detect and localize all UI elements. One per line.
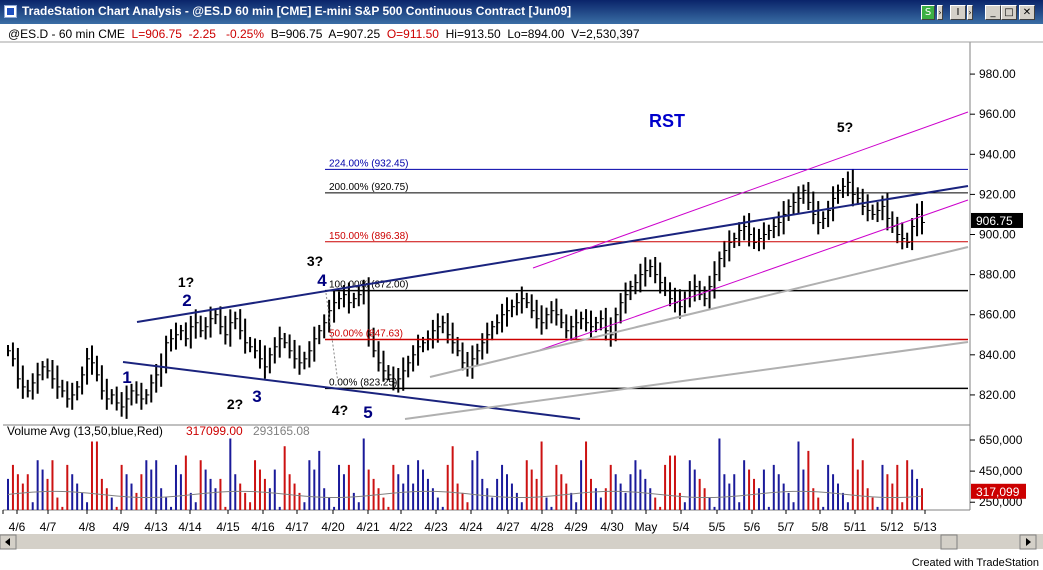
quote-info-bar: @ES.D - 60 min CME L=906.75 -2.25 -0.25%… (8, 27, 640, 41)
date-label: 4/28 (530, 520, 554, 534)
date-label: 5/13 (913, 520, 937, 534)
date-label: 4/14 (178, 520, 202, 534)
date-label: 4/23 (424, 520, 448, 534)
footer-credit: Created with TradeStation (911, 557, 1039, 569)
price-tick-label: 900.00 (979, 228, 1016, 242)
symbol-label: @ES.D - 60 min CME (8, 27, 125, 41)
title-bar: TradeStation Chart Analysis - @ES.D 60 m… (0, 0, 1043, 24)
price-tick-label: 840.00 (979, 348, 1016, 362)
annotation-label: RST (649, 111, 685, 131)
price-tick-label: 940.00 (979, 147, 1016, 161)
wave-label: 3 (252, 387, 261, 406)
gray-trendline (429, 246, 969, 378)
volume-last-marker (971, 483, 1026, 499)
date-label: 5/6 (744, 520, 761, 534)
price-tick-label: 980.00 (979, 67, 1016, 81)
small-chevron-icon[interactable]: › (967, 5, 973, 20)
wave-label: 4 (317, 271, 327, 290)
low-price: Lo=894.00 (507, 27, 565, 41)
maximize-button[interactable]: □ (1001, 5, 1017, 20)
small-chevron-icon[interactable]: › (937, 5, 943, 20)
scroll-right-icon[interactable] (1026, 538, 1031, 546)
date-label: May (635, 520, 658, 534)
open-price: O=911.50 (386, 27, 439, 41)
window-title: TradeStation Chart Analysis - @ES.D 60 m… (22, 4, 572, 18)
bid-price: B=906.75 (270, 27, 323, 41)
date-label: 4/15 (216, 520, 240, 534)
volume-average-line (7, 490, 923, 499)
price-tick-label: 960.00 (979, 107, 1016, 121)
date-label: 5/5 (709, 520, 726, 534)
date-label: 4/17 (285, 520, 309, 534)
date-label: 4/29 (564, 520, 588, 534)
fib-level-label: 224.00% (932.45) (329, 158, 409, 169)
ask-price: A=907.25 (328, 27, 381, 41)
app-icon (4, 5, 17, 18)
wave-label: 3? (307, 253, 323, 269)
date-label: 4/24 (459, 520, 483, 534)
strategy-toggle-button[interactable]: S (921, 5, 935, 20)
wave-label: 2 (182, 291, 191, 310)
channel-lower-line (539, 199, 969, 351)
date-label: 5/4 (673, 520, 690, 534)
price-tick-label: 880.00 (979, 268, 1016, 282)
volume-last-label: 317,099 (976, 485, 1020, 499)
close-button[interactable]: ✕ (1019, 5, 1035, 20)
wave-label: 1? (178, 274, 194, 290)
date-label: 4/16 (251, 520, 275, 534)
fib-level-label: 100.00% (872.00) (329, 280, 409, 291)
date-label: 4/21 (356, 520, 380, 534)
date-label: 5/11 (844, 520, 867, 534)
last-price: L=906.75 (131, 27, 182, 41)
price-tick-label: 860.00 (979, 308, 1016, 322)
volume-tick-label: 450,000 (979, 464, 1023, 478)
scroll-thumb[interactable] (940, 534, 958, 550)
date-label: 4/13 (144, 520, 168, 534)
fib-anchor-line (325, 292, 339, 384)
date-label: 4/22 (389, 520, 413, 534)
upper-trendline (136, 185, 969, 323)
horizontal-scrollbar[interactable] (0, 534, 1043, 549)
wave-label: 5? (837, 119, 853, 135)
volume-total: V=2,530,397 (571, 27, 640, 41)
date-label: 4/9 (113, 520, 130, 534)
channel-upper-line (532, 111, 969, 269)
date-label: 4/20 (321, 520, 345, 534)
wave-label: 2? (227, 396, 243, 412)
fib-level-label: 0.00% (823.25) (329, 377, 397, 388)
wave-label: 1 (122, 368, 131, 387)
plot-area (3, 42, 970, 510)
fib-level-label: 200.00% (920.75) (329, 182, 409, 193)
wave-label: 4? (332, 402, 348, 418)
volume-value: 317099.00 (186, 424, 243, 438)
date-label: 4/27 (496, 520, 520, 534)
scroll-left-icon[interactable] (5, 538, 10, 546)
date-label: 5/12 (880, 520, 904, 534)
price-tick-label: 820.00 (979, 388, 1016, 402)
pct-change: -0.25% (225, 27, 265, 41)
date-label: 4/30 (600, 520, 624, 534)
volume-indicator-label: Volume Avg (13,50,blue,Red) (7, 424, 163, 438)
high-price: Hi=913.50 (445, 27, 501, 41)
wave-label: 5 (363, 403, 372, 422)
date-label: 5/8 (812, 520, 829, 534)
minimize-button[interactable]: _ (985, 5, 1001, 20)
date-label: 4/8 (79, 520, 96, 534)
date-label: 5/7 (778, 520, 795, 534)
fib-level-label: 150.00% (896.38) (329, 231, 409, 242)
last-price-marker (971, 212, 1023, 228)
last-price-label: 906.75 (976, 214, 1013, 228)
volume-average-value: 293165.08 (253, 424, 310, 438)
lower-trendline (122, 361, 581, 420)
gray-trendline (404, 341, 969, 420)
indicator-button[interactable]: I (950, 5, 966, 20)
fib-level-label: 50.00% (847.63) (329, 329, 403, 340)
volume-tick-label: 650,000 (979, 433, 1023, 447)
date-label: 4/7 (40, 520, 57, 534)
price-tick-label: 920.00 (979, 187, 1016, 201)
net-change: -2.25 (188, 27, 216, 41)
date-label: 4/6 (9, 520, 26, 534)
